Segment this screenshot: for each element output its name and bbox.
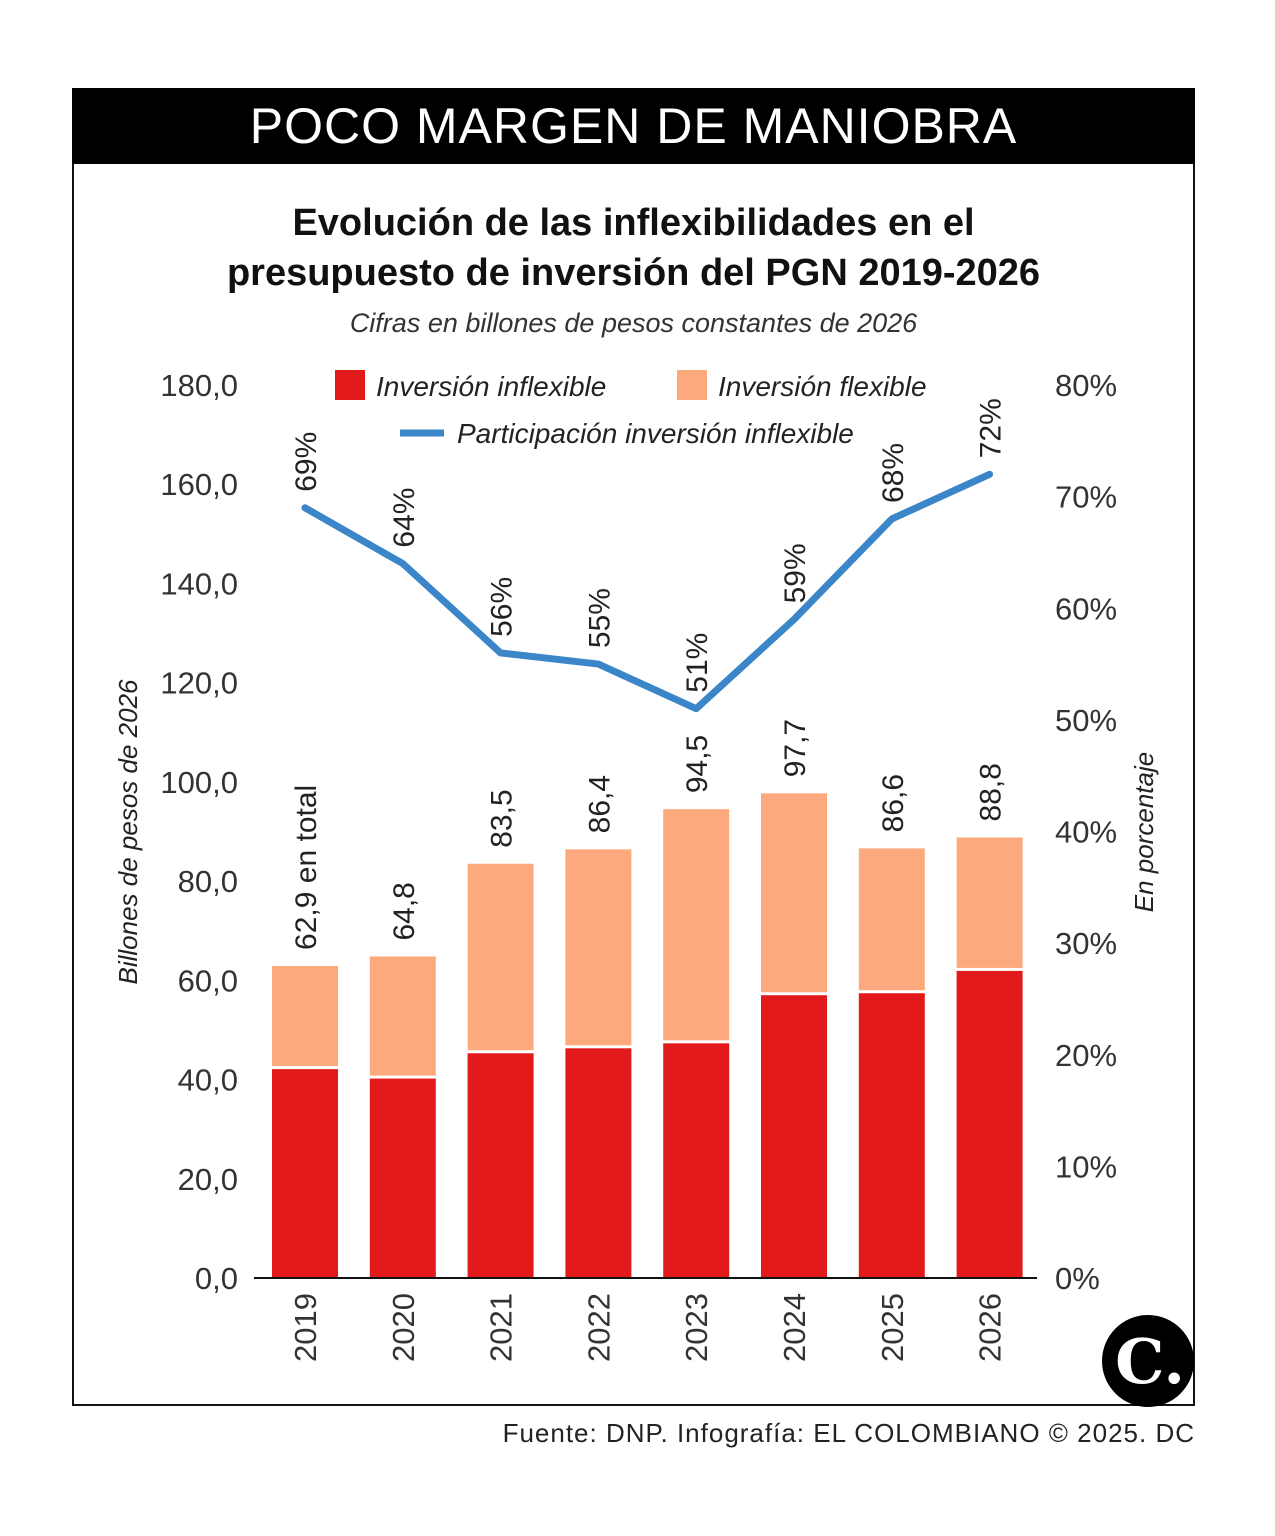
- y-left-tick: 180,0: [160, 368, 238, 403]
- x-tick-label: 2022: [581, 1293, 616, 1362]
- x-tick-label: 2019: [288, 1293, 323, 1362]
- y-right-tick: 0%: [1055, 1261, 1100, 1296]
- x-tick-label: 2025: [875, 1293, 910, 1362]
- legend-swatch-inflexible: [335, 370, 365, 400]
- y-left-title: Billones de pesos de 2026: [113, 679, 143, 985]
- y-left-tick: 40,0: [178, 1063, 238, 1098]
- bar-inflexible: [858, 993, 925, 1278]
- x-tick-label: 2026: [973, 1293, 1008, 1362]
- bar-total-label: 88,8: [975, 763, 1008, 821]
- bar-inflexible: [467, 1053, 534, 1278]
- legend-label-line: Participación inversión inflexible: [457, 418, 854, 449]
- y-right-title: En porcentaje: [1129, 752, 1159, 912]
- bar-total-label: 94,5: [681, 735, 714, 793]
- y-left-tick: 100,0: [160, 765, 238, 800]
- bar-inflexible: [663, 1043, 730, 1278]
- source-note: Fuente: DNP. Infografía: EL COLOMBIANO ©…: [502, 1418, 1195, 1448]
- el-colombiano-logo: C.: [1102, 1315, 1194, 1407]
- chart-title-line2: presupuesto de inversión del PGN 2019-20…: [226, 252, 1041, 294]
- bar-flexible: [761, 793, 827, 993]
- y-right-tick: 40%: [1055, 815, 1117, 850]
- line-value-label: 51%: [681, 633, 714, 693]
- y-right-tick: 80%: [1055, 368, 1117, 403]
- y-left-tick: 160,0: [160, 467, 238, 502]
- line-value-label: 55%: [583, 588, 616, 648]
- chart-title-line1: Evolución de las inflexibilidades en el: [292, 202, 975, 244]
- bar-total-label: 64,8: [388, 882, 421, 940]
- y-left-tick: 20,0: [178, 1162, 238, 1197]
- y-right-tick: 30%: [1055, 926, 1117, 961]
- x-tick-label: 2024: [777, 1293, 812, 1362]
- bar-flexible: [467, 863, 534, 1051]
- x-tick-label: 2020: [386, 1293, 421, 1362]
- bar-inflexible: [369, 1078, 436, 1278]
- bar-flexible: [858, 848, 925, 991]
- y-left-tick: 80,0: [178, 864, 238, 899]
- y-right-tick: 70%: [1055, 480, 1117, 515]
- bar-inflexible: [565, 1048, 632, 1278]
- bar-flexible: [956, 837, 1023, 968]
- legend-swatch-flexible: [677, 370, 707, 400]
- bar-inflexible: [761, 995, 827, 1278]
- line-value-label: 56%: [486, 577, 519, 637]
- bar-total-label: 83,5: [486, 789, 519, 847]
- bar-flexible: [663, 809, 730, 1041]
- line-participacion: [301, 470, 994, 713]
- bar-total-label: 62,9 en total: [290, 785, 323, 950]
- bar-inflexible: [272, 1069, 338, 1278]
- bar-flexible: [272, 965, 338, 1067]
- bar-total-label: 86,6: [877, 774, 910, 832]
- line-value-label: 59%: [779, 543, 812, 603]
- y-right-tick: 10%: [1055, 1149, 1117, 1184]
- y-right-tick: 50%: [1055, 703, 1117, 738]
- line-value-label: 64%: [388, 488, 421, 548]
- header-title: POCO MARGEN DE MANIOBRA: [72, 88, 1195, 164]
- chart-frame: [72, 88, 1195, 1406]
- legend-label-inflexible: Inversión inflexible: [376, 371, 606, 402]
- bar-total-label: 86,4: [583, 775, 616, 833]
- chart-subtitle: Cifras en billones de pesos constantes d…: [349, 308, 918, 338]
- y-left-tick: 60,0: [178, 963, 238, 998]
- bar-total-label: 97,7: [779, 719, 812, 777]
- bar-flexible: [565, 849, 632, 1046]
- logo-text: C.: [1115, 1324, 1185, 1398]
- bar-flexible: [369, 956, 436, 1076]
- line-value-label: 69%: [290, 432, 323, 492]
- chart-title: Evolución de las inflexibilidades en el …: [72, 198, 1195, 298]
- x-tick-label: 2021: [484, 1293, 519, 1362]
- y-left-tick: 120,0: [160, 666, 238, 701]
- line-value-label: 68%: [877, 443, 910, 503]
- legend-label-flexible: Inversión flexible: [718, 371, 927, 402]
- bar-inflexible: [956, 970, 1023, 1278]
- x-tick-label: 2023: [679, 1293, 714, 1362]
- y-left-tick: 140,0: [160, 566, 238, 601]
- y-right-tick: 60%: [1055, 591, 1117, 626]
- line-value-label: 72%: [975, 398, 1008, 458]
- y-left-tick: 0,0: [195, 1261, 238, 1296]
- y-right-tick: 20%: [1055, 1038, 1117, 1073]
